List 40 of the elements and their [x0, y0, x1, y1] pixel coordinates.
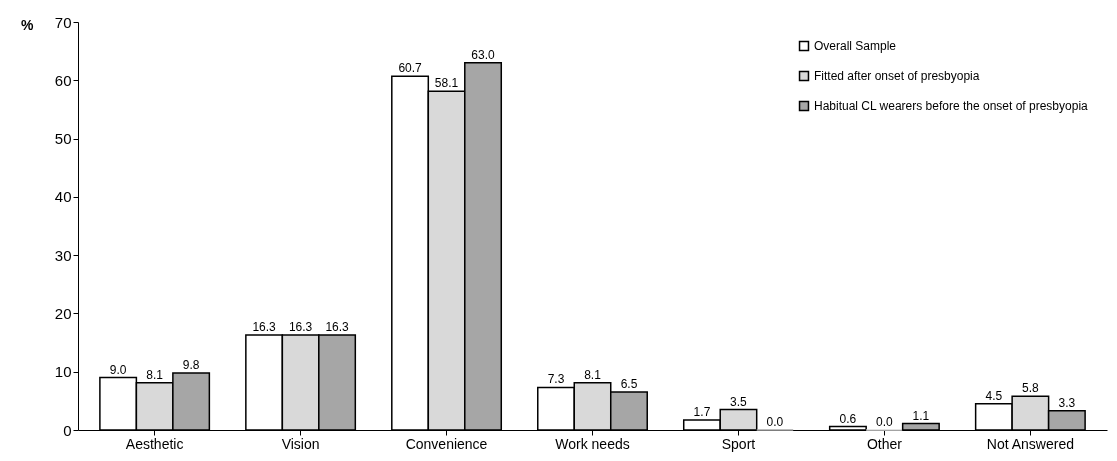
x-tick-label: Aesthetic — [125, 435, 184, 452]
data-label: 8.1 — [146, 367, 164, 382]
y-tick-label: 10 — [54, 363, 72, 381]
data-label: 16.3 — [252, 319, 277, 334]
data-label: 9.8 — [182, 357, 200, 372]
y-tick-label: 40 — [54, 188, 72, 206]
y-tick-label: 30 — [54, 246, 72, 264]
y-tick-label: 70 — [54, 13, 72, 31]
y-tick-label: 20 — [54, 304, 72, 322]
data-label: 16.3 — [288, 319, 313, 334]
legend-label: Overall Sample — [814, 39, 897, 53]
data-label: 1.7 — [693, 405, 711, 420]
x-tick-label: Work needs — [555, 435, 630, 452]
data-label: 0.0 — [876, 415, 894, 429]
data-label: 5.8 — [1022, 381, 1040, 396]
data-label: 7.3 — [547, 372, 565, 387]
x-tick-label: Not Answered — [986, 435, 1074, 452]
x-tick-label: Sport — [721, 435, 756, 452]
data-label: 3.3 — [1058, 395, 1076, 410]
legend-label: Habitual CL wearers before the onset of presbyopia — [814, 99, 1089, 113]
x-tick-label: Other — [866, 435, 903, 452]
data-label: 8.1 — [584, 367, 602, 382]
data-label: 3.5 — [730, 394, 748, 409]
legend-label: Fitted after onset of presbyopia — [814, 69, 980, 83]
data-label: 4.5 — [985, 388, 1003, 403]
data-label: 58.1 — [434, 76, 459, 91]
data-label: 6.5 — [620, 377, 638, 392]
x-tick-label: Convenience — [405, 435, 488, 452]
data-label: 9.0 — [109, 362, 127, 377]
data-label: 16.3 — [325, 319, 350, 334]
x-tick-label: Vision — [281, 435, 320, 452]
data-label: 63.0 — [471, 47, 496, 62]
y-tick-label: 0 — [63, 421, 72, 439]
data-label: 0.6 — [839, 411, 857, 426]
data-label: 1.1 — [912, 408, 930, 423]
y-tick-label: 50 — [54, 130, 72, 148]
data-label: 60.7 — [398, 61, 423, 76]
data-label: 0.0 — [766, 415, 784, 429]
y-axis-title: % — [21, 16, 35, 33]
y-tick-label: 60 — [54, 71, 72, 89]
